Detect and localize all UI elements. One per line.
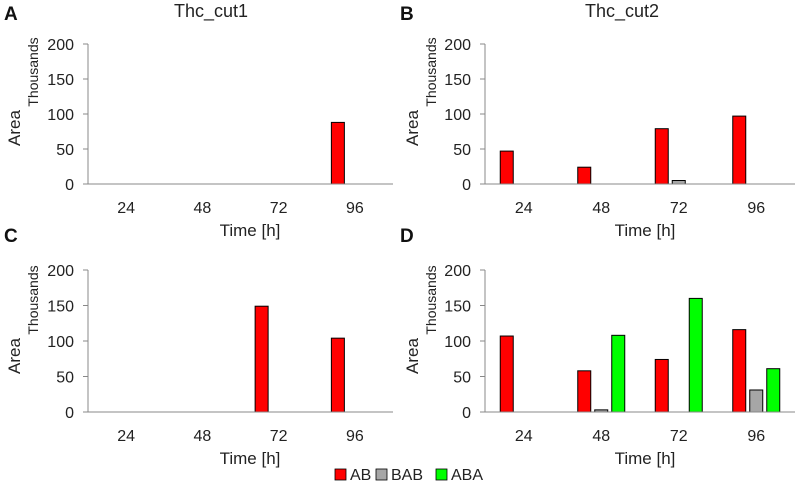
y-tick-label: 150	[47, 72, 74, 89]
y-axis-title: Area	[403, 110, 422, 146]
y-tick-label: 0	[462, 177, 471, 194]
bar-ab-96	[732, 329, 747, 413]
bar-ab-48	[577, 166, 592, 185]
plot-area: 0 50 100 150 200 24 48 72 96	[444, 37, 795, 217]
panel-label: C	[4, 226, 18, 247]
x-tick-label: 24	[515, 200, 533, 217]
x-axis-title: Time [h]	[615, 449, 676, 468]
y-axis-title: Area	[403, 338, 422, 374]
y-tick-label: 150	[444, 72, 471, 89]
bar-aba-72	[688, 297, 703, 413]
y-tick-label: 50	[453, 142, 471, 159]
legend-label-bab: BAB	[391, 467, 423, 483]
legend-swatch-aba	[435, 468, 448, 481]
bar-ab-48	[577, 370, 592, 413]
y-axis-unit: Thousands	[423, 37, 439, 106]
legend-label-aba: ABA	[451, 467, 483, 483]
bar-ab-96	[732, 115, 747, 185]
x-tick-label: 48	[592, 428, 610, 445]
bar-bab-72	[671, 180, 686, 185]
bar-ab-96	[330, 121, 345, 185]
plot-area: 0 50 100 150 200 24 48 72 96	[47, 263, 393, 445]
x-tick-label: 24	[515, 428, 533, 445]
panel-label: A	[4, 4, 18, 25]
y-tick-label: 100	[47, 334, 74, 351]
bar-ab-72	[254, 305, 269, 413]
plot-area: 0 50 100 150 200 24 48 72 96	[47, 37, 393, 217]
legend-swatch-bab	[375, 468, 388, 481]
y-tick-label: 200	[444, 37, 471, 54]
y-tick-label: 50	[453, 370, 471, 387]
x-tick-label: 72	[270, 200, 288, 217]
panel-b: B Thc_cut2 Area Thousands Time [h] 0 50 10…	[400, 1, 795, 240]
panel-label: B	[400, 4, 414, 25]
x-tick-label: 96	[747, 428, 765, 445]
y-tick-label: 200	[47, 37, 74, 54]
bar-ab-72	[654, 128, 669, 185]
y-tick-label: 100	[47, 107, 74, 124]
y-tick-label: 200	[47, 263, 74, 280]
y-tick-label: 0	[65, 405, 74, 422]
y-axis-unit: Thousands	[423, 265, 439, 334]
x-axis-title: Time [h]	[615, 221, 676, 240]
bar-ab-24	[499, 335, 514, 413]
y-axis-title: Area	[5, 110, 24, 146]
x-axis-title: Time [h]	[220, 449, 281, 468]
bar-ab-72	[654, 358, 669, 413]
y-tick-label: 100	[444, 107, 471, 124]
x-tick-label: 24	[117, 428, 135, 445]
panel-c: C Area Thousands Time [h] 0 50 100 150 200 24…	[4, 226, 393, 468]
legend: AB BAB ABA	[334, 467, 483, 483]
y-tick-label: 150	[444, 299, 471, 316]
y-tick-label: 50	[56, 370, 74, 387]
bar-bab-96	[749, 389, 764, 413]
legend-label-ab: AB	[350, 467, 371, 483]
plot-area: 0 50 100 150 200 24 48 72 96	[444, 263, 795, 445]
legend-swatch-ab	[334, 468, 347, 481]
x-tick-label: 48	[592, 200, 610, 217]
y-axis-unit: Thousands	[25, 37, 41, 106]
x-tick-label: 48	[193, 428, 211, 445]
x-axis-title: Time [h]	[220, 221, 281, 240]
chart-title: Thc_cut2	[585, 1, 659, 22]
x-tick-label: 96	[346, 200, 364, 217]
bar-ab-24	[499, 150, 514, 185]
panel-a: A Thc_cut1 Area Thousands Time [h] 0 50 10…	[4, 1, 393, 240]
y-tick-label: 200	[444, 263, 471, 280]
bar-aba-96	[766, 368, 781, 413]
x-tick-label: 48	[193, 200, 211, 217]
x-tick-label: 72	[670, 428, 688, 445]
y-tick-label: 150	[47, 299, 74, 316]
y-axis-title: Area	[5, 338, 24, 374]
x-tick-label: 24	[117, 200, 135, 217]
panel-d: D Area Thousands Time [h] 0 50 100 150 200 24…	[400, 226, 795, 468]
chart-title: Thc_cut1	[174, 1, 248, 22]
x-tick-label: 96	[346, 428, 364, 445]
x-tick-label: 72	[670, 200, 688, 217]
bar-aba-48	[611, 334, 626, 413]
bar-ab-96	[330, 337, 345, 413]
panel-label: D	[400, 226, 414, 247]
y-tick-label: 50	[56, 142, 74, 159]
x-tick-label: 96	[747, 200, 765, 217]
y-tick-label: 0	[65, 177, 74, 194]
y-tick-label: 100	[444, 334, 471, 351]
y-axis-unit: Thousands	[25, 265, 41, 334]
x-tick-label: 72	[270, 428, 288, 445]
y-tick-label: 0	[462, 405, 471, 422]
